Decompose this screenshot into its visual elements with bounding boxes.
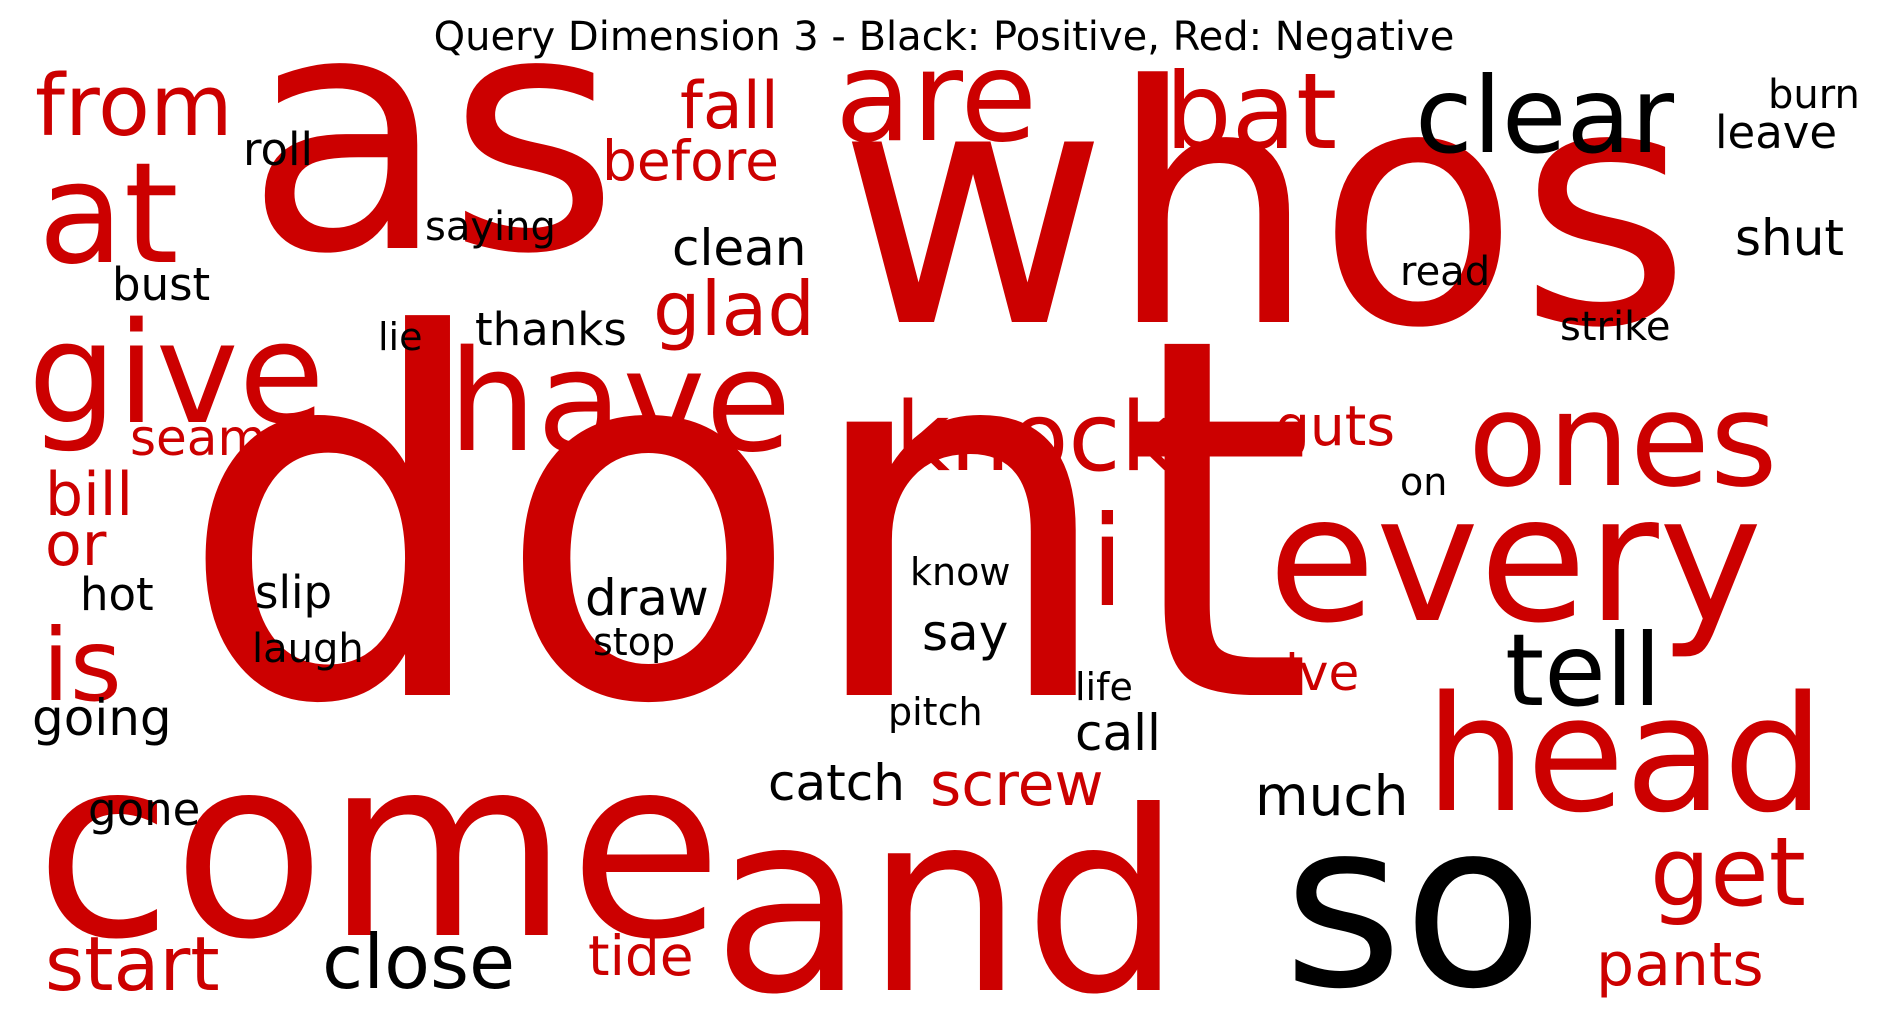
word-bust: bust (112, 258, 210, 311)
word-laugh: laugh (252, 626, 364, 672)
word-close: close (322, 918, 515, 1006)
word-i: i (1090, 490, 1125, 635)
word-life: life (1075, 665, 1133, 709)
word-get: get (1650, 818, 1806, 928)
word-come: come (35, 703, 723, 994)
word-from: from (35, 57, 233, 156)
word-have: have (448, 321, 792, 484)
word-is: is (42, 607, 122, 724)
word-slip: slip (255, 566, 332, 619)
word-pitch: pitch (888, 690, 983, 734)
word-fall: fall (680, 69, 779, 144)
word-whos: whos (838, 16, 1691, 400)
word-screw: screw (930, 750, 1104, 820)
cloud-title: Query Dimension 3 - Black: Positive, Red… (433, 14, 1455, 60)
word-every: every (1268, 459, 1762, 662)
word-head: head (1425, 661, 1824, 848)
word-knock: knock (895, 383, 1176, 493)
word-going: going (32, 689, 172, 747)
word-thanks: thanks (475, 303, 627, 356)
word-shut: shut (1735, 209, 1844, 267)
word-and: and (712, 758, 1182, 1010)
word-roll: roll (243, 123, 313, 176)
word-hot: hot (80, 568, 154, 621)
word-much: much (1255, 764, 1409, 828)
word-lie: lie (378, 315, 423, 359)
word-bill: bill (45, 460, 133, 530)
word-say: say (922, 604, 1008, 662)
word-saying: saying (425, 204, 556, 250)
word-ones: ones (1468, 364, 1778, 516)
word-start: start (45, 920, 220, 1008)
word-pants: pants (1596, 930, 1764, 1000)
word-so: so (1283, 773, 1544, 1010)
word-draw: draw (585, 569, 709, 627)
word-glad: glad (653, 265, 815, 353)
word-strike: strike (1560, 304, 1670, 350)
word-bat: bat (1165, 51, 1337, 173)
word-clear: clear (1415, 55, 1675, 177)
word-or: or (45, 510, 107, 580)
word-guts: guts (1275, 394, 1395, 458)
word-leave: leave (1715, 106, 1837, 159)
word-read: read (1400, 249, 1490, 295)
word-seams: seams (130, 409, 292, 467)
word-ive: ive (1285, 644, 1359, 702)
word-call: call (1075, 704, 1161, 762)
word-tell: tell (1505, 612, 1661, 729)
word-clean: clean (672, 219, 806, 277)
word-gone: gone (88, 783, 200, 836)
word-before: before (602, 129, 779, 193)
word-stop: stop (593, 620, 675, 664)
word-know: know (910, 550, 1010, 594)
word-at: at (38, 133, 179, 296)
word-give: give (28, 293, 325, 456)
word-tide: tide (588, 924, 694, 988)
word-dont: dont (178, 231, 1314, 813)
word-burn: burn (1768, 72, 1860, 118)
word-on: on (1400, 460, 1447, 504)
word-as: as (245, 0, 619, 326)
word-are: are (835, 25, 1037, 170)
word-catch: catch (768, 754, 905, 812)
